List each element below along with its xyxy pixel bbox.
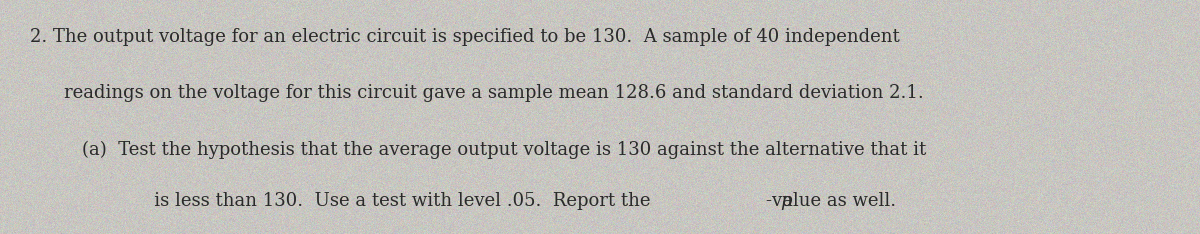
Text: readings on the voltage for this circuit gave a sample mean 128.6 and standard d: readings on the voltage for this circuit… (64, 84, 923, 102)
Text: p: p (780, 192, 792, 210)
Text: 2. The output voltage for an electric circuit is specified to be 130.  A sample : 2. The output voltage for an electric ci… (30, 28, 900, 46)
Text: is less than 130.  Use a test with level .05.  Report the: is less than 130. Use a test with level … (114, 192, 656, 210)
Text: (a)  Test the hypothesis that the average output voltage is 130 against the alte: (a) Test the hypothesis that the average… (82, 140, 926, 159)
Text: -value as well.: -value as well. (767, 192, 896, 210)
